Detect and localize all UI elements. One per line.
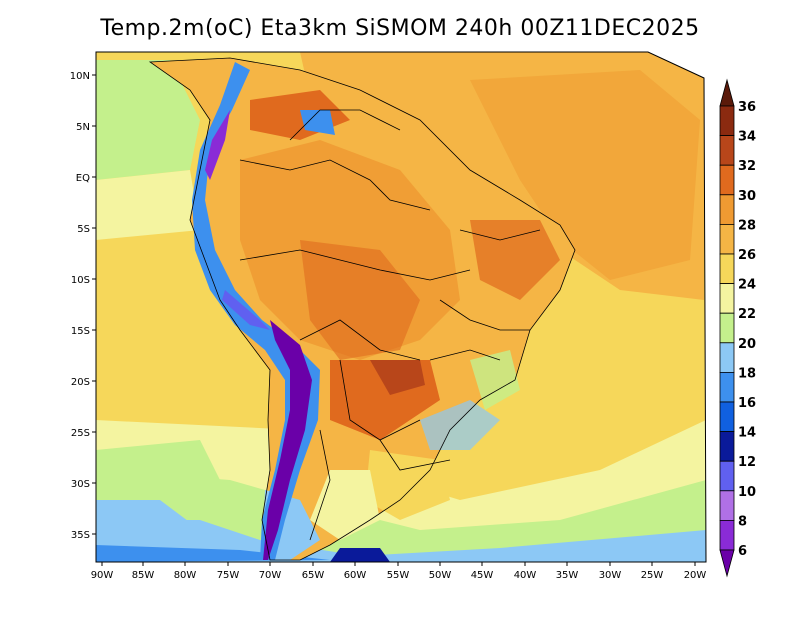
- colorbar-level-label: 14: [738, 426, 756, 441]
- lon-label: 30W: [599, 570, 622, 581]
- lat-label: EQ: [76, 173, 90, 184]
- colorbar-level-label: 32: [738, 159, 756, 174]
- lon-label: 65W: [302, 570, 325, 581]
- lon-label: 50W: [429, 570, 452, 581]
- temperature-field: [96, 52, 706, 562]
- colorbar-bin: [719, 520, 735, 551]
- lat-label: 35S: [71, 530, 90, 541]
- colorbar-bin: [719, 401, 735, 433]
- map-title: Temp.2m(oC) Eta3km SiSMOM 240h 00Z11DEC2…: [100, 16, 700, 41]
- colorbar-bin: [719, 460, 735, 492]
- colorbar-level-label: 20: [738, 337, 756, 352]
- lon-label: 80W: [174, 570, 197, 581]
- colorbar-level-label: 34: [738, 130, 756, 145]
- lat-label: 25S: [71, 428, 90, 439]
- colorbar-level-label: 22: [738, 307, 756, 322]
- lon-label: 85W: [132, 570, 155, 581]
- colorbar-bin: [719, 283, 735, 314]
- colorbar-bin: [719, 490, 735, 521]
- lon-label: 55W: [387, 570, 410, 581]
- lon-label: 45W: [471, 570, 494, 581]
- colorbar-level-label: 18: [738, 366, 756, 381]
- colorbar-bin: [719, 342, 735, 373]
- colorbar-bin: [719, 223, 735, 255]
- colorbar-max-triangle: [719, 78, 735, 107]
- colorbar-bin: [719, 431, 735, 462]
- colorbar-level-label: 36: [738, 100, 756, 115]
- latitude-labels: 10N 5N EQ 5S 10S 15S 20S 25S 30S 35S: [70, 71, 90, 541]
- lon-label: 90W: [91, 570, 114, 581]
- colorbar-level-label: 28: [738, 218, 756, 233]
- colorbar-level-label: 30: [738, 189, 756, 204]
- colorbar-bin: [719, 164, 735, 196]
- colorbar-bin: [719, 194, 735, 225]
- colorbar-bin: [719, 312, 735, 344]
- lat-label: 15S: [71, 326, 90, 337]
- colorbar-bin: [719, 105, 735, 137]
- lon-label: 75W: [217, 570, 240, 581]
- colorbar-level-label: 16: [738, 396, 756, 411]
- longitude-labels: 90W 85W 80W 75W 70W 65W 60W 55W 50W 45W …: [91, 570, 707, 581]
- colorbar-bin: [719, 371, 735, 403]
- lon-label: 70W: [259, 570, 282, 581]
- lat-label: 10N: [70, 71, 90, 82]
- colorbar-level-label: 12: [738, 455, 756, 470]
- colorbar-level-label: 26: [738, 248, 756, 263]
- lon-label: 60W: [344, 570, 367, 581]
- lon-label: 40W: [514, 570, 537, 581]
- colorbar-level-label: 8: [738, 514, 747, 529]
- colorbar-level-label: 6: [738, 544, 747, 559]
- colorbar-bin: [719, 135, 735, 166]
- lon-label: 35W: [556, 570, 579, 581]
- colorbar: 36 34 32 30 28 26 24 22 20 18 16 14 12 10 8 6: [719, 78, 756, 578]
- lat-label: 5N: [76, 122, 90, 133]
- colorbar-bin: [719, 253, 735, 285]
- colorbar-level-label: 24: [738, 278, 756, 293]
- lat-label: 30S: [71, 479, 90, 490]
- lat-label: 20S: [71, 377, 90, 388]
- lon-label: 20W: [684, 570, 707, 581]
- colorbar-level-label: 10: [738, 485, 756, 500]
- political-boundaries: [148, 57, 576, 561]
- lon-label: 25W: [641, 570, 664, 581]
- axis-ticks: [92, 74, 696, 566]
- lat-label: 5S: [77, 224, 90, 235]
- lat-label: 10S: [71, 275, 90, 286]
- colorbar-min-triangle: [719, 549, 735, 578]
